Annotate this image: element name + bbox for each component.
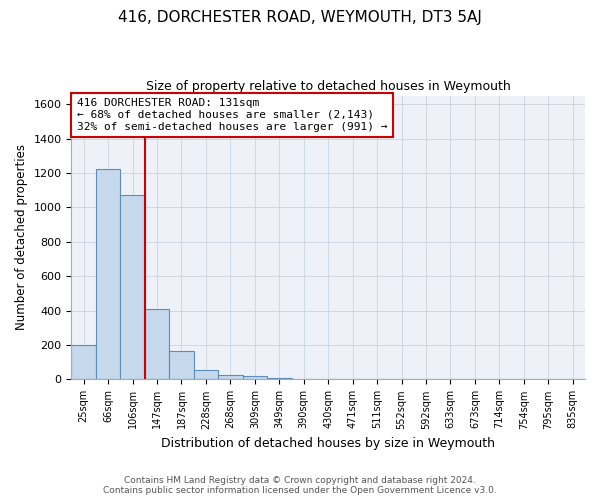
Bar xyxy=(71,345,96,380)
Title: Size of property relative to detached houses in Weymouth: Size of property relative to detached ho… xyxy=(146,80,511,93)
Bar xyxy=(145,309,169,380)
Text: Contains HM Land Registry data © Crown copyright and database right 2024.
Contai: Contains HM Land Registry data © Crown c… xyxy=(103,476,497,495)
Bar xyxy=(96,168,121,380)
X-axis label: Distribution of detached houses by size in Weymouth: Distribution of detached houses by size … xyxy=(161,437,495,450)
Bar xyxy=(169,351,194,380)
Bar xyxy=(194,370,218,380)
Bar xyxy=(267,378,292,380)
Y-axis label: Number of detached properties: Number of detached properties xyxy=(15,144,28,330)
Text: 416 DORCHESTER ROAD: 131sqm
← 68% of detached houses are smaller (2,143)
32% of : 416 DORCHESTER ROAD: 131sqm ← 68% of det… xyxy=(77,98,387,132)
Bar xyxy=(242,376,267,380)
Bar xyxy=(121,196,145,380)
Bar xyxy=(218,375,242,380)
Text: 416, DORCHESTER ROAD, WEYMOUTH, DT3 5AJ: 416, DORCHESTER ROAD, WEYMOUTH, DT3 5AJ xyxy=(118,10,482,25)
